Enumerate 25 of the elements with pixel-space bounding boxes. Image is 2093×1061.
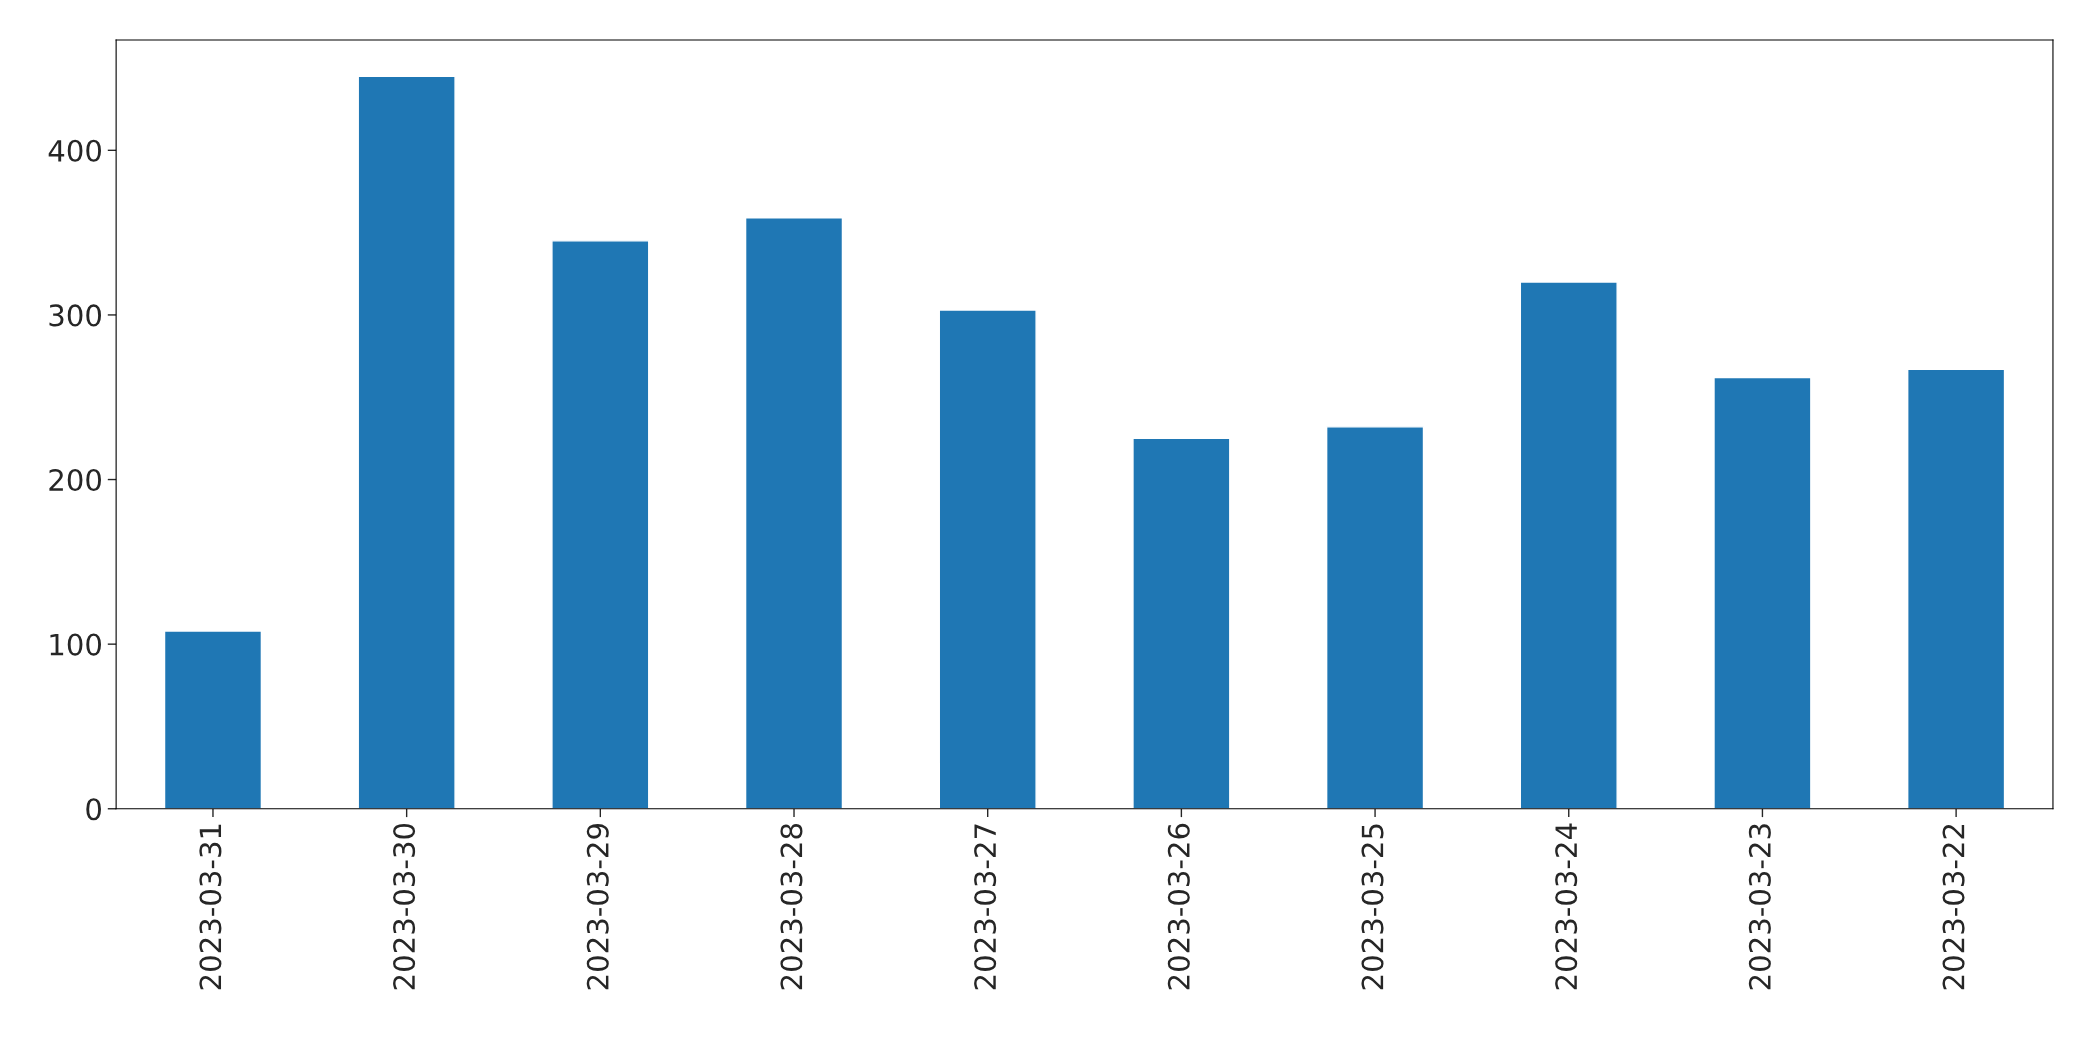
bar bbox=[1519, 281, 1618, 809]
bar bbox=[1713, 376, 1812, 809]
bar bbox=[1325, 426, 1425, 809]
x-tick-label: 2023-03-29 bbox=[586, 824, 609, 990]
x-tick-label: 2023-03-28 bbox=[780, 823, 803, 990]
bar bbox=[938, 309, 1037, 809]
x-tick-label: 2023-03-25 bbox=[1361, 824, 1384, 990]
bar bbox=[357, 75, 456, 809]
bar bbox=[163, 630, 263, 809]
x-tick-label: 2023-03-22 bbox=[1942, 824, 1965, 990]
x-tick-label: 2023-03-24 bbox=[1555, 823, 1578, 990]
y-tick-label: 0 bbox=[86, 798, 101, 821]
x-tick-label: 2023-03-30 bbox=[393, 823, 416, 990]
y-tick-label: 400 bbox=[48, 139, 101, 162]
bar bbox=[1906, 368, 2006, 809]
y-tick-label: 100 bbox=[50, 633, 101, 656]
y-tick-label: 300 bbox=[49, 304, 101, 327]
x-tick-label: 2023-03-31 bbox=[199, 824, 222, 990]
y-tick-label: 200 bbox=[49, 468, 101, 492]
x-tick-label: 2023-03-26 bbox=[1167, 823, 1190, 990]
x-tick-label: 2023-03-23 bbox=[1748, 824, 1771, 990]
bar bbox=[744, 217, 844, 809]
x-tick-label: 2023-03-27 bbox=[974, 824, 997, 990]
bar bbox=[1132, 437, 1231, 809]
bar bbox=[551, 240, 650, 809]
